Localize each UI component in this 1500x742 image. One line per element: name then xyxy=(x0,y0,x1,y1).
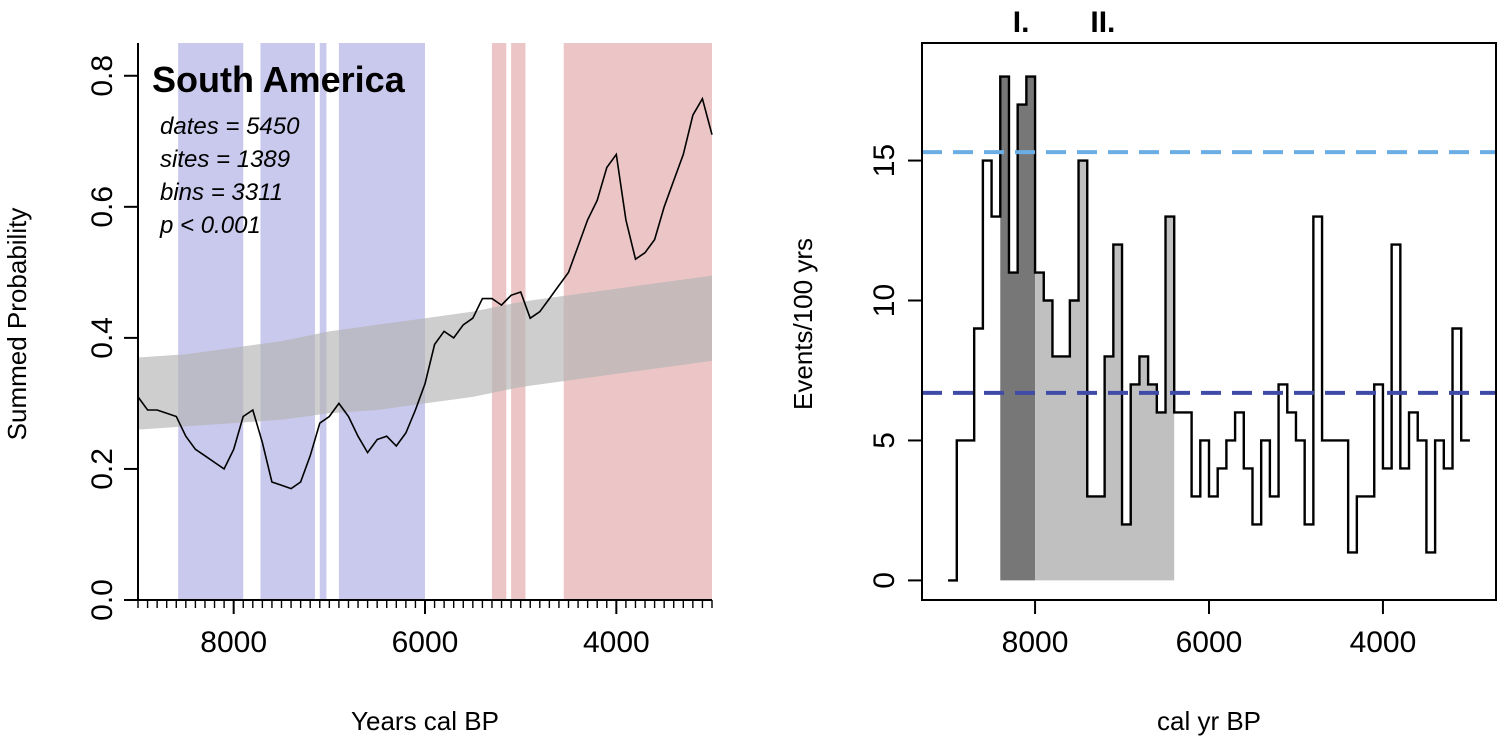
y-tick-label: 0.8 xyxy=(86,55,119,97)
stat-line: sites = 1389 xyxy=(160,146,290,173)
reference-lines xyxy=(922,150,1496,395)
negative-deviation-band-2 xyxy=(260,43,315,600)
x-tick-label: 4000 xyxy=(583,626,650,659)
phase-labels: I. II. xyxy=(1013,6,1116,39)
phase-label: I. xyxy=(1013,6,1030,39)
stat-line: bins = 3311 xyxy=(160,179,283,206)
x-axis-title: Years cal BP xyxy=(351,706,499,736)
chart-title: South America xyxy=(152,59,406,100)
y-tick-label: 0 xyxy=(868,572,901,589)
summed-probability-line xyxy=(137,96,713,490)
y-tick-label: 10 xyxy=(868,284,901,317)
stat-line: p < 0.001 xyxy=(159,212,261,239)
event-frequency-step-line xyxy=(948,75,1470,582)
stats-block: dates = 5450 sites = 1389 bins = 3311 p < 0… xyxy=(159,113,300,239)
x-tick-label: 8000 xyxy=(1002,626,1069,659)
phase-label: II. xyxy=(1090,6,1115,39)
x-tick-label: 6000 xyxy=(392,626,459,659)
y-tick-label: 0.4 xyxy=(86,317,119,359)
x-tick-label: 4000 xyxy=(1350,626,1417,659)
null-model-envelope xyxy=(138,275,712,430)
y-axis-title-right: Events/100 yrs xyxy=(788,238,818,410)
y-axis-title: Summed Probability xyxy=(2,208,32,441)
y-tick-label: 0.0 xyxy=(86,579,119,621)
y-tick-label: 15 xyxy=(868,144,901,177)
negative-deviation-band-1 xyxy=(178,43,244,600)
x-tick-label: 8000 xyxy=(200,626,267,659)
stat-line: dates = 5450 xyxy=(160,113,300,140)
y-tick-label: 0.2 xyxy=(86,448,119,490)
left-chart-panel: 8000 6000 4000 0.0 0.2 0.4 0.6 0.8 South Americ… xyxy=(2,43,713,736)
y-tick-label: 0.6 xyxy=(86,186,119,228)
y-tick-label: 5 xyxy=(868,432,901,449)
left-axes: 8000 6000 4000 0.0 0.2 0.4 0.6 0.8 xyxy=(86,43,713,659)
x-axis-title-right: cal yr BP xyxy=(1157,706,1261,736)
negative-deviation-band-3 xyxy=(319,43,327,600)
x-tick-label: 6000 xyxy=(1176,626,1243,659)
right-axes: 8000 6000 4000 0 5 10 15 xyxy=(868,42,1497,659)
